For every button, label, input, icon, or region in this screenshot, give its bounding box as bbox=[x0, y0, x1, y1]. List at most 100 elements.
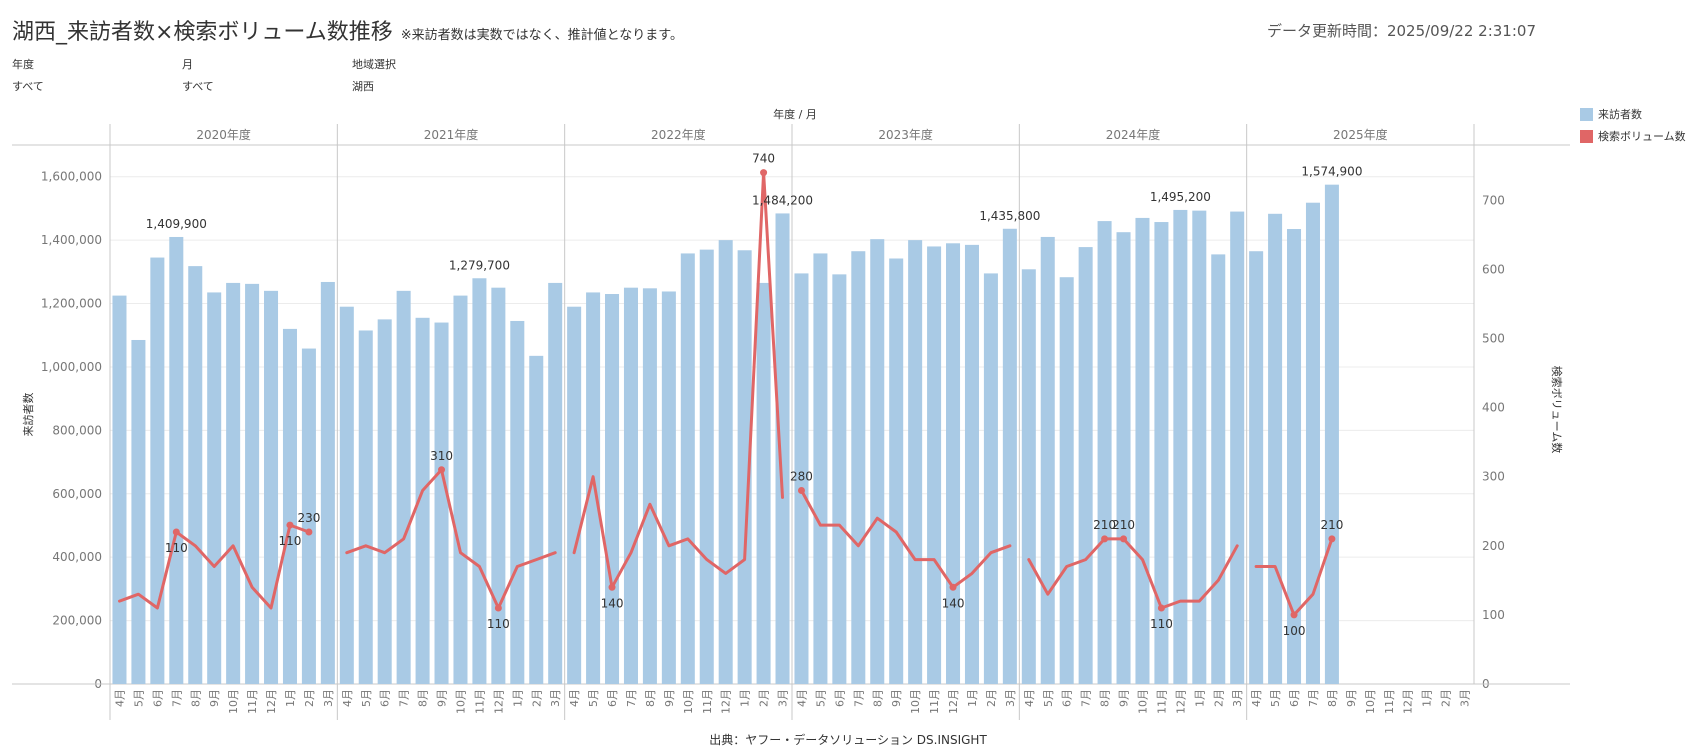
year-header-label: 2025年度 bbox=[1333, 127, 1388, 142]
visitor-bar bbox=[207, 292, 222, 684]
legend-label-search: 検索ボリューム数 bbox=[1598, 130, 1686, 143]
visitor-bar bbox=[964, 244, 979, 684]
x-tick-label: 4月 bbox=[568, 689, 581, 707]
x-tick-label: 4月 bbox=[341, 689, 354, 707]
x-tick-label: 2月 bbox=[530, 689, 543, 707]
year-header-label: 2021年度 bbox=[424, 127, 479, 142]
visitor-bar bbox=[320, 281, 335, 684]
visitor-bar bbox=[226, 282, 241, 684]
legend-swatch-visitors bbox=[1580, 107, 1593, 121]
year-header-label: 2024年度 bbox=[1106, 127, 1161, 142]
subtitle-text: ※来訪者数は実数ではなく、推計値となります。 bbox=[400, 28, 683, 43]
x-tick-label: 7月 bbox=[170, 689, 183, 707]
visitor-bar bbox=[775, 213, 790, 684]
x-tick-label: 11月 bbox=[246, 689, 259, 714]
search-volume-data-label: 210 bbox=[1320, 518, 1343, 532]
visitor-bar bbox=[282, 328, 297, 684]
x-tick-label: 10月 bbox=[227, 689, 240, 714]
visitor-bar bbox=[832, 274, 847, 684]
legend-item-search[interactable]: 検索ボリューム数 bbox=[1580, 128, 1686, 144]
x-tick-label: 12月 bbox=[492, 689, 505, 714]
visitor-bar bbox=[567, 306, 582, 684]
y2-tick-label: 400 bbox=[1482, 401, 1505, 415]
x-tick-label: 4月 bbox=[113, 689, 126, 707]
search-volume-line bbox=[800, 489, 1012, 589]
y2-tick-label: 100 bbox=[1482, 608, 1505, 622]
x-tick-label: 5月 bbox=[587, 689, 600, 707]
search-volume-point bbox=[1328, 535, 1336, 543]
x-tick-label: 10月 bbox=[909, 689, 922, 714]
x-tick-label: 7月 bbox=[398, 689, 411, 707]
x-tick-label: 6月 bbox=[379, 689, 392, 707]
visitor-bar bbox=[1305, 202, 1320, 684]
visitor-bar bbox=[1249, 251, 1264, 684]
visitor-bar bbox=[112, 295, 127, 684]
x-tick-label: 8月 bbox=[1326, 689, 1339, 707]
visitor-bar bbox=[245, 283, 260, 684]
search-volume-line bbox=[118, 523, 311, 610]
legend-item-visitors[interactable]: 来訪者数 bbox=[1580, 106, 1686, 122]
visitor-bar bbox=[548, 282, 563, 684]
visitor-bar bbox=[642, 288, 657, 684]
visitor-bar bbox=[983, 273, 998, 684]
visitor-bar bbox=[605, 294, 620, 684]
filter-year-value[interactable]: すべて bbox=[12, 80, 44, 93]
search-volume-point bbox=[797, 487, 805, 495]
visitor-bar bbox=[927, 246, 942, 685]
x-tick-label: 9月 bbox=[663, 689, 676, 707]
visitor-bar bbox=[264, 290, 279, 684]
x-tick-label: 8月 bbox=[644, 689, 657, 707]
x-tick-label: 10月 bbox=[454, 689, 467, 714]
y2-tick-label: 200 bbox=[1482, 539, 1505, 553]
visitor-bar bbox=[794, 273, 809, 684]
x-tick-label: 1月 bbox=[739, 689, 752, 707]
search-volume-point bbox=[1101, 535, 1109, 543]
x-tick-label: 9月 bbox=[1345, 689, 1358, 707]
filter-year-label: 年度 bbox=[12, 58, 34, 71]
search-volume-data-label: 210 bbox=[1093, 518, 1116, 532]
y-tick-label: 1,400,000 bbox=[41, 233, 102, 247]
x-tick-label: 5月 bbox=[360, 689, 373, 707]
visitor-bar bbox=[1040, 236, 1055, 684]
x-tick-label: 3月 bbox=[777, 689, 790, 707]
search-volume-point bbox=[494, 604, 502, 612]
visitor-bar bbox=[946, 243, 961, 684]
x-tick-label: 4月 bbox=[1023, 689, 1036, 707]
filter-region-value[interactable]: 湖西 bbox=[352, 80, 374, 93]
x-tick-label: 11月 bbox=[473, 689, 486, 714]
visitor-bar bbox=[415, 317, 430, 684]
filter-month[interactable]: 月 すべて bbox=[182, 56, 214, 94]
visitor-bar bbox=[1135, 217, 1150, 684]
x-tick-label: 5月 bbox=[1042, 689, 1055, 707]
x-tick-label: 1月 bbox=[284, 689, 297, 707]
x-tick-label: 1月 bbox=[1421, 689, 1434, 707]
visitor-data-label: 1,484,200 bbox=[752, 193, 813, 207]
visitor-bar bbox=[1154, 222, 1169, 684]
x-tick-label: 8月 bbox=[189, 689, 202, 707]
filter-year[interactable]: 年度 すべて bbox=[12, 56, 44, 94]
visitor-bar bbox=[377, 319, 392, 684]
visitor-data-label: 1,279,700 bbox=[449, 258, 510, 272]
x-tick-label: 8月 bbox=[417, 689, 430, 707]
filter-month-value[interactable]: すべて bbox=[182, 80, 214, 93]
search-volume-line bbox=[345, 468, 557, 610]
visitor-bar bbox=[870, 239, 885, 684]
x-tick-label: 1月 bbox=[1193, 689, 1206, 707]
y2-tick-label: 600 bbox=[1482, 262, 1505, 276]
x-tick-label: 9月 bbox=[208, 689, 221, 707]
x-tick-label: 2月 bbox=[1212, 689, 1225, 707]
search-volume-line bbox=[1027, 537, 1239, 610]
year-header-label: 2023年度 bbox=[878, 127, 933, 142]
y2-axis-title: 検索ボリューム数 bbox=[1550, 366, 1564, 454]
x-tick-label: 12月 bbox=[265, 689, 278, 714]
x-tick-label: 3月 bbox=[1231, 689, 1244, 707]
y2-tick-label: 700 bbox=[1482, 193, 1505, 207]
filter-region[interactable]: 地域選択 湖西 bbox=[352, 56, 396, 94]
x-tick-label: 10月 bbox=[1364, 689, 1377, 714]
visitor-bar bbox=[737, 250, 752, 684]
x-tick-label: 1月 bbox=[511, 689, 524, 707]
x-tick-label: 11月 bbox=[928, 689, 941, 714]
y-tick-label: 1,200,000 bbox=[41, 297, 102, 311]
search-volume-point bbox=[1157, 604, 1165, 612]
x-tick-label: 5月 bbox=[1269, 689, 1282, 707]
